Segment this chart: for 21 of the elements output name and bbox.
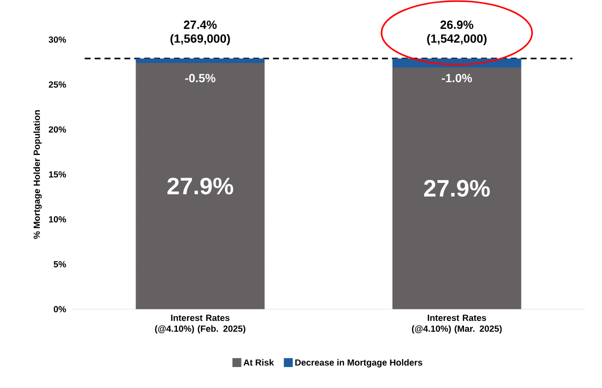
y-tick-label: 30% — [48, 36, 66, 43]
y-tick-label: 15% — [49, 171, 66, 178]
annotation: 27.9% — [424, 180, 490, 196]
annotation: 27.4% (1,569,000) — [170, 20, 230, 45]
bar — [136, 62, 265, 309]
annotation: 27.9% — [167, 177, 234, 194]
annotation: -1.0% — [442, 74, 472, 82]
y-axis-title: % Mortgage Holder Population — [33, 110, 42, 239]
y-tick-label: 5% — [54, 260, 66, 268]
x-tick-label: Interest Rates (@4.10%) (Mar. 2025) — [412, 314, 502, 334]
y-tick-label: 10% — [49, 216, 66, 222]
y-tick-label: 20% — [48, 126, 66, 132]
annotation: -0.5% — [185, 74, 216, 82]
y-tick-label: 25% — [48, 81, 66, 88]
annotation: 26.9% (1,542,000) — [427, 20, 487, 45]
bar — [136, 58, 265, 63]
bar — [392, 67, 522, 309]
legend-label: Decrease in Mortgage Holders — [295, 358, 422, 368]
legend-label: At Risk — [244, 358, 274, 366]
x-tick-label: Interest Rates (@4.10%) (Feb. 2025) — [155, 314, 246, 334]
y-tick-label: 0% — [54, 306, 66, 312]
